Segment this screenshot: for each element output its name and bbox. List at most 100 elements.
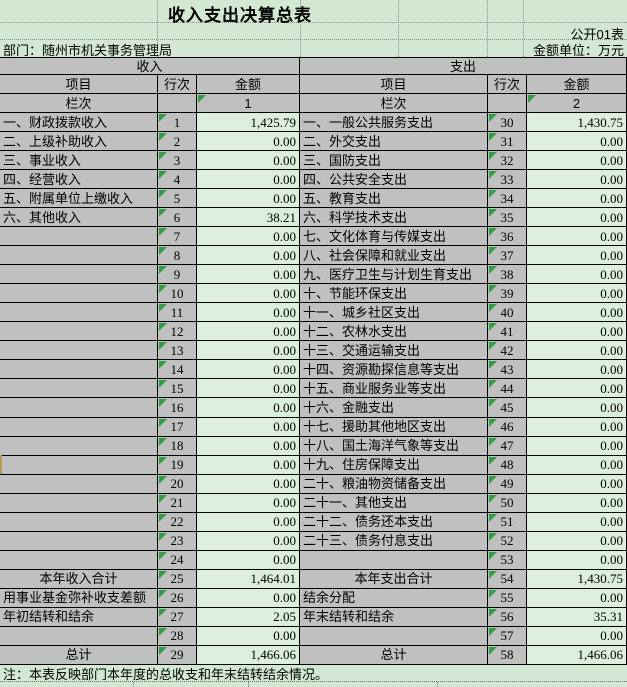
expense-line-cell[interactable]: 55 [488,588,527,608]
income-line-cell[interactable]: 29 [158,645,197,665]
expense-item-cell[interactable]: 十四、资源勘探信息等支出 [300,360,488,380]
income-line-cell[interactable]: 20 [158,474,197,494]
expense-amount-cell[interactable]: 0.00 [527,588,627,608]
expense-amount-cell[interactable]: 0.00 [527,265,627,285]
income-amount-cell[interactable]: 0.00 [197,284,300,304]
income-line-cell[interactable]: 23 [158,531,197,551]
expense-amount-cell[interactable]: 0.00 [527,531,627,551]
income-line-cell[interactable]: 28 [158,626,197,646]
income-line-cell[interactable]: 18 [158,436,197,456]
income-line-cell[interactable]: 6 [158,208,197,228]
expense-amount-cell[interactable]: 0.00 [527,360,627,380]
expense-item-cell[interactable]: 八、社会保障和就业支出 [300,246,488,266]
income-amount-cell[interactable]: 0.00 [197,360,300,380]
expense-line-cell[interactable]: 40 [488,303,527,323]
expense-amount-cell[interactable]: 0.00 [527,379,627,399]
income-line-header[interactable]: 行次 [158,75,197,94]
income-line-cell[interactable]: 1 [158,113,197,133]
income-line-cell[interactable]: 10 [158,284,197,304]
expense-amount-cell[interactable]: 0.00 [527,208,627,228]
expense-line-cell[interactable]: 43 [488,360,527,380]
income-line-cell[interactable]: 11 [158,303,197,323]
income-amount-cell[interactable]: 0.00 [197,189,300,209]
expense-amount-cell[interactable]: 0.00 [527,455,627,475]
expense-line-cell[interactable]: 41 [488,322,527,342]
income-item-cell[interactable] [0,417,158,437]
income-item-cell[interactable] [0,493,158,513]
income-item-cell[interactable]: 四、经营收入 [0,170,158,190]
income-item-cell[interactable]: 二、上级补助收入 [0,132,158,152]
expense-item-cell[interactable]: 三、国防支出 [300,151,488,171]
income-line-cell[interactable]: 4 [158,170,197,190]
expense-line-cell[interactable]: 58 [488,645,527,665]
expense-item-cell[interactable]: 结余分配 [300,588,488,608]
income-amount-cell[interactable]: 1,425.79 [197,113,300,133]
expense-index-cell[interactable]: 2 [527,94,627,113]
expense-amount-cell[interactable]: 0.00 [527,512,627,532]
income-line-cell[interactable]: 9 [158,265,197,285]
expense-item-cell[interactable]: 一、一般公共服务支出 [300,113,488,133]
expense-item-cell[interactable]: 十一、城乡社区支出 [300,303,488,323]
income-line-cell[interactable]: 7 [158,227,197,247]
expense-line-cell[interactable]: 56 [488,607,527,627]
expense-item-cell[interactable]: 七、文化体育与传媒支出 [300,227,488,247]
income-item-cell[interactable]: 五、附属单位上缴收入 [0,189,158,209]
expense-line-cell[interactable]: 49 [488,474,527,494]
income-amount-cell[interactable]: 0.00 [197,626,300,646]
expense-amount-cell[interactable]: 0.00 [527,227,627,247]
expense-line-cell[interactable]: 42 [488,341,527,361]
income-amount-cell[interactable]: 0.00 [197,493,300,513]
expense-line-cell[interactable]: 32 [488,151,527,171]
expense-item-cell[interactable]: 十、节能环保支出 [300,284,488,304]
expense-amount-cell[interactable]: 0.00 [527,341,627,361]
income-amount-cell[interactable]: 2.05 [197,607,300,627]
expense-line-cell[interactable]: 38 [488,265,527,285]
expense-line-cell[interactable]: 31 [488,132,527,152]
income-item-header[interactable]: 项目 [0,75,158,94]
income-item-cell[interactable] [0,436,158,456]
expense-line-cell[interactable]: 57 [488,626,527,646]
income-amount-cell[interactable]: 0.00 [197,322,300,342]
expense-item-cell[interactable]: 年末结转和结余 [300,607,488,627]
expense-item-cell[interactable]: 二、外交支出 [300,132,488,152]
income-line-cell[interactable]: 15 [158,379,197,399]
expense-amount-cell[interactable]: 0.00 [527,322,627,342]
income-item-cell[interactable] [0,626,158,646]
expense-item-cell[interactable]: 五、教育支出 [300,189,488,209]
expense-line-cell[interactable]: 30 [488,113,527,133]
income-index-cell[interactable]: 1 [197,94,300,113]
expense-item-cell[interactable]: 九、医疗卫生与计划生育支出 [300,265,488,285]
expense-line-cell[interactable]: 45 [488,398,527,418]
expense-amount-cell[interactable]: 35.31 [527,607,627,627]
expense-line-cell[interactable]: 50 [488,493,527,513]
income-line-cell[interactable]: 13 [158,341,197,361]
income-amount-cell[interactable]: 0.00 [197,132,300,152]
income-item-cell[interactable] [0,398,158,418]
expense-line-cell[interactable]: 44 [488,379,527,399]
income-section-header[interactable]: 收入 [0,58,300,75]
expense-item-cell[interactable]: 十三、交通运输支出 [300,341,488,361]
income-amount-cell[interactable]: 0.00 [197,436,300,456]
income-item-cell[interactable]: 六、其他收入 [0,208,158,228]
income-item-cell[interactable]: 一、财政拨款收入 [0,113,158,133]
income-item-cell[interactable] [0,531,158,551]
income-line-cell[interactable]: 21 [158,493,197,513]
expense-item-cell[interactable]: 六、科学技术支出 [300,208,488,228]
income-line-cell[interactable]: 19 [158,455,197,475]
expense-amount-cell[interactable]: 0.00 [527,246,627,266]
expense-amount-cell[interactable]: 0.00 [527,303,627,323]
expense-amount-cell[interactable]: 0.00 [527,284,627,304]
expense-amount-cell[interactable]: 0.00 [527,550,627,570]
income-item-cell[interactable] [0,265,158,285]
expense-item-cell[interactable] [300,626,488,646]
expense-amount-header[interactable]: 金额 [527,75,627,94]
expense-amount-cell[interactable]: 0.00 [527,436,627,456]
expense-item-cell[interactable]: 二十二、债务还本支出 [300,512,488,532]
expense-item-cell[interactable]: 总计 [300,645,488,665]
expense-line-cell[interactable]: 52 [488,531,527,551]
expense-item-cell[interactable] [300,550,488,570]
expense-amount-cell[interactable]: 0.00 [527,417,627,437]
income-amount-cell[interactable]: 0.00 [197,455,300,475]
expense-item-cell[interactable]: 四、公共安全支出 [300,170,488,190]
income-line-cell[interactable]: 16 [158,398,197,418]
